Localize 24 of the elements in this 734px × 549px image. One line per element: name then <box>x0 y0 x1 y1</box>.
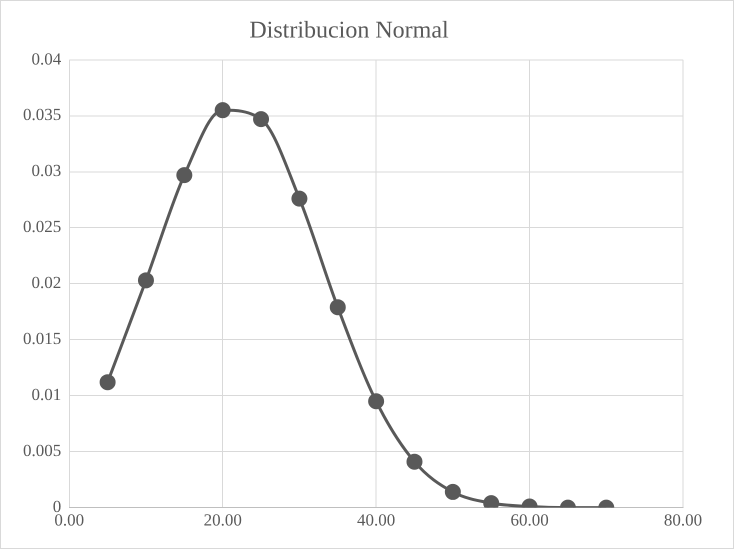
point <box>138 272 154 288</box>
y-tick-label: 0.02 <box>32 273 62 292</box>
point <box>368 393 384 410</box>
point <box>291 190 308 207</box>
point <box>214 102 231 118</box>
x-tick-label: 80.00 <box>664 510 702 530</box>
y-tick-label: 0.03 <box>32 161 62 180</box>
x-tick-label: 60.00 <box>510 510 549 530</box>
y-tick-label: 0.025 <box>23 217 62 236</box>
point <box>444 484 461 500</box>
point <box>253 111 270 128</box>
point <box>483 495 500 508</box>
point <box>176 167 192 184</box>
point <box>330 299 346 316</box>
y-tick-label: 0.035 <box>23 105 62 124</box>
y-tick-label: 0.04 <box>32 49 62 68</box>
point <box>100 374 116 390</box>
y-tick-label: 0.01 <box>32 385 62 404</box>
chart-title: Distribucion Normal <box>249 18 449 44</box>
x-tick-label: 20.00 <box>204 510 242 530</box>
y-tick-label: 0.005 <box>23 441 62 460</box>
y-tick-label: 0.015 <box>23 329 62 348</box>
point <box>406 454 422 470</box>
x-tick-label: 40.00 <box>357 510 396 530</box>
